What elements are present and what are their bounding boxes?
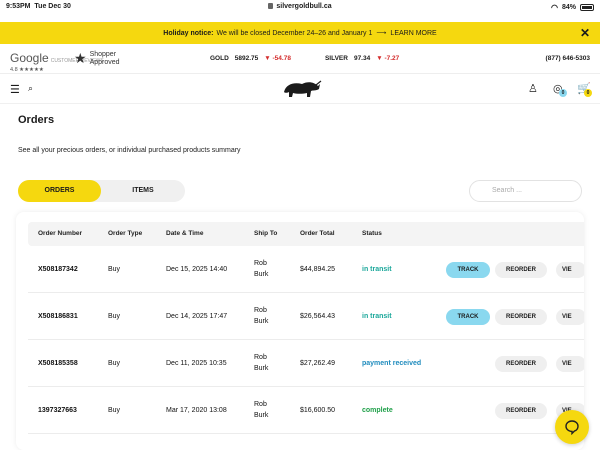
order-number[interactable]: X508187342 (38, 266, 78, 273)
hamburger-menu-icon[interactable]: ☰ (10, 84, 20, 96)
header-ship-to: Ship To (254, 230, 278, 237)
status-badge: in transit (362, 266, 392, 273)
silver-label: SILVER (324, 55, 348, 62)
page-title: Orders (18, 114, 55, 126)
ship-to-last: Burk (254, 412, 269, 419)
order-total: $26,564.43 (300, 313, 336, 320)
status-badge: payment received (362, 360, 422, 367)
ship-to-first: Rob (254, 401, 267, 408)
order-date: Dec 14, 2025 17:47 (166, 313, 228, 320)
status-time: 9:53PM Tue Dec 30 (6, 3, 71, 10)
view-button[interactable]: VIE (556, 356, 584, 372)
view-button[interactable]: VIE (556, 309, 584, 325)
track-button[interactable]: TRACK (446, 262, 490, 278)
battery-icon (580, 4, 594, 11)
reorder-button[interactable]: REORDER (495, 309, 547, 325)
shopper-line1: Shopper (89, 50, 117, 58)
gold-change: ▼ -54.78 (264, 55, 291, 62)
table-row[interactable]: X508185358 Buy Dec 11, 2025 10:35 Rob Bu… (28, 340, 584, 387)
silver-change: ▼ -7.27 (376, 55, 400, 62)
orders-items-tabs: ORDERS ITEMS (18, 180, 185, 202)
ship-to-first: Rob (254, 260, 267, 267)
ship-to-first: Rob (254, 307, 267, 314)
order-type: Buy (108, 360, 121, 367)
view-button[interactable]: VIE (556, 262, 584, 278)
google-sub: CUSTOMER REVIEWS (50, 58, 104, 64)
order-type: Buy (108, 407, 121, 414)
order-total: $16,600.50 (300, 407, 336, 414)
ios-status-bar: 9:53PM Tue Dec 30 silvergoldbull.ca ◠ 84… (0, 0, 600, 22)
shopper-approved-badge[interactable]: ★ Shopper Approved (74, 50, 120, 67)
battery-percent: 84% (561, 4, 576, 11)
chat-icon (565, 420, 579, 435)
order-date: Mar 17, 2020 13:08 (166, 407, 227, 414)
header-order-type: Order Type (108, 230, 143, 237)
order-number[interactable]: X508185358 (38, 360, 78, 367)
spot-prices: GOLD 5892.75 ▼ -54.78 SILVER 97.34 ▼ -7.… (210, 55, 399, 62)
ship-to-last: Burk (254, 365, 269, 372)
holiday-notice-bar: Holiday notice: We will be closed Decemb… (0, 22, 600, 44)
search-icon[interactable]: ⌕ (28, 83, 34, 93)
reorder-button[interactable]: REORDER (495, 262, 547, 278)
table-row[interactable]: X508186831 Buy Dec 14, 2025 17:47 Rob Bu… (28, 293, 584, 340)
notice-text: We will be closed December 24–26 and Jan… (216, 29, 373, 37)
table-header: Order Number Order Type Date & Time Ship… (28, 222, 584, 246)
order-date: Dec 15, 2025 14:40 (166, 266, 228, 273)
shopper-line2: Approved (89, 58, 120, 66)
tab-orders[interactable]: ORDERS (18, 180, 101, 202)
account-icon[interactable]: ♙ (528, 83, 538, 95)
star-icon: ★ (74, 50, 87, 66)
silver-price: 97.34 (353, 55, 371, 62)
learn-more-link[interactable]: LEARN MORE (390, 29, 437, 37)
ship-to-last: Burk (254, 271, 269, 278)
url-text: silvergoldbull.ca (276, 3, 332, 10)
orders-search-input[interactable]: Search ... (469, 180, 582, 202)
cart-badge: 0 (584, 89, 592, 97)
status-badge: complete (362, 407, 393, 414)
header-order-number: Order Number (38, 230, 83, 237)
ship-to-first: Rob (254, 354, 267, 361)
track-button[interactable]: TRACK (446, 309, 490, 325)
google-logo: Google (10, 51, 49, 65)
wifi-icon: ◠ (551, 3, 558, 12)
tab-items[interactable]: ITEMS (132, 187, 154, 194)
status-badge: in transit (362, 313, 392, 320)
order-type: Buy (108, 313, 121, 320)
page-description: See all your precious orders, or individ… (18, 147, 241, 154)
notice-label: Holiday notice: (163, 29, 214, 37)
trust-price-bar: Google CUSTOMER REVIEWS 4.8 ★★★★★ ★ Shopp… (0, 44, 600, 74)
table-row[interactable]: 1397327663 Buy Mar 17, 2020 13:08 Rob Bu… (28, 387, 584, 434)
header-order-total: Order Total (300, 230, 335, 237)
header-date-time: Date & Time (166, 230, 204, 237)
close-icon[interactable]: ✕ (579, 26, 590, 40)
order-number[interactable]: X508186831 (38, 313, 78, 320)
order-total: $27,262.49 (300, 360, 336, 367)
status-right: ◠ 84% (551, 3, 594, 12)
orders-table-panel: Order Number Order Type Date & Time Ship… (16, 212, 584, 450)
gold-price: 5892.75 (234, 55, 259, 62)
order-date: Dec 11, 2025 10:35 (166, 360, 227, 367)
table-row[interactable]: X508187342 Buy Dec 15, 2025 14:40 Rob Bu… (28, 246, 584, 293)
gold-label: GOLD (210, 55, 229, 62)
chat-button[interactable] (555, 410, 589, 444)
order-type: Buy (108, 266, 121, 273)
coin-badge: 0 (559, 89, 567, 97)
bull-logo-icon[interactable] (280, 78, 322, 100)
google-rating: 4.8 ★★★★★ (10, 67, 44, 73)
arrow-right-icon: ⟶ (376, 30, 387, 37)
order-total: $44,894.25 (300, 266, 336, 273)
google-reviews-badge[interactable]: Google CUSTOMER REVIEWS 4.8 ★★★★★ (10, 49, 104, 73)
lock-icon (268, 3, 274, 9)
phone-number[interactable]: (877) 646-5303 (545, 55, 590, 62)
reorder-button[interactable]: REORDER (495, 403, 547, 419)
address-bar[interactable]: silvergoldbull.ca (0, 3, 600, 10)
ship-to-last: Burk (254, 318, 269, 325)
reorder-button[interactable]: REORDER (495, 356, 547, 372)
header-status: Status (362, 230, 382, 237)
coin-icon[interactable]: ◎ (553, 83, 563, 95)
order-number[interactable]: 1397327663 (38, 407, 77, 414)
main-nav: ☰ ⌕ ♙ ◎ 0 🛒 0 (0, 74, 600, 104)
